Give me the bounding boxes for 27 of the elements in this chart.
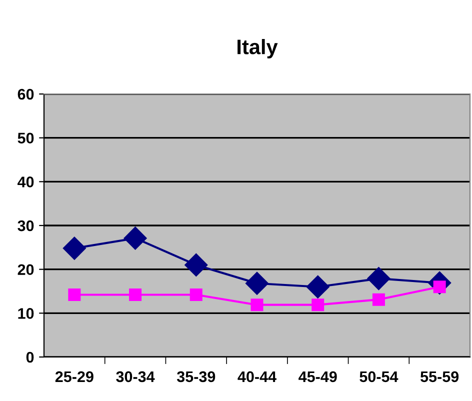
x-tick-label: 50-54: [360, 371, 398, 382]
point: [250, 298, 264, 312]
y-tick-label: 50: [18, 132, 34, 144]
y-tick-label: 0: [26, 352, 34, 363]
point: [246, 272, 268, 295]
point: [312, 298, 324, 312]
point: [372, 293, 385, 306]
point: [184, 253, 208, 276]
x-tick-label: 35-39: [176, 371, 216, 382]
point: [62, 236, 86, 260]
point: [190, 288, 202, 302]
x-tick-label: 25-29: [55, 371, 94, 382]
point: [129, 288, 142, 302]
point: [124, 226, 147, 250]
point: [306, 275, 330, 298]
x-tick-label: 55-59: [420, 371, 459, 382]
point: [367, 267, 390, 290]
x-tick-label: 45-49: [298, 371, 337, 382]
chart-title: Italy: [238, 39, 278, 58]
point: [68, 288, 81, 302]
y-tick-label: 40: [18, 176, 34, 188]
y-tick-label: 10: [18, 308, 34, 319]
y-tick-label: 20: [18, 264, 34, 276]
x-tick-label: 30-34: [116, 371, 155, 382]
y-tick-label: 60: [18, 88, 34, 100]
y-tick-label: 30: [18, 220, 34, 232]
x-tick-label: 40-44: [238, 371, 276, 382]
